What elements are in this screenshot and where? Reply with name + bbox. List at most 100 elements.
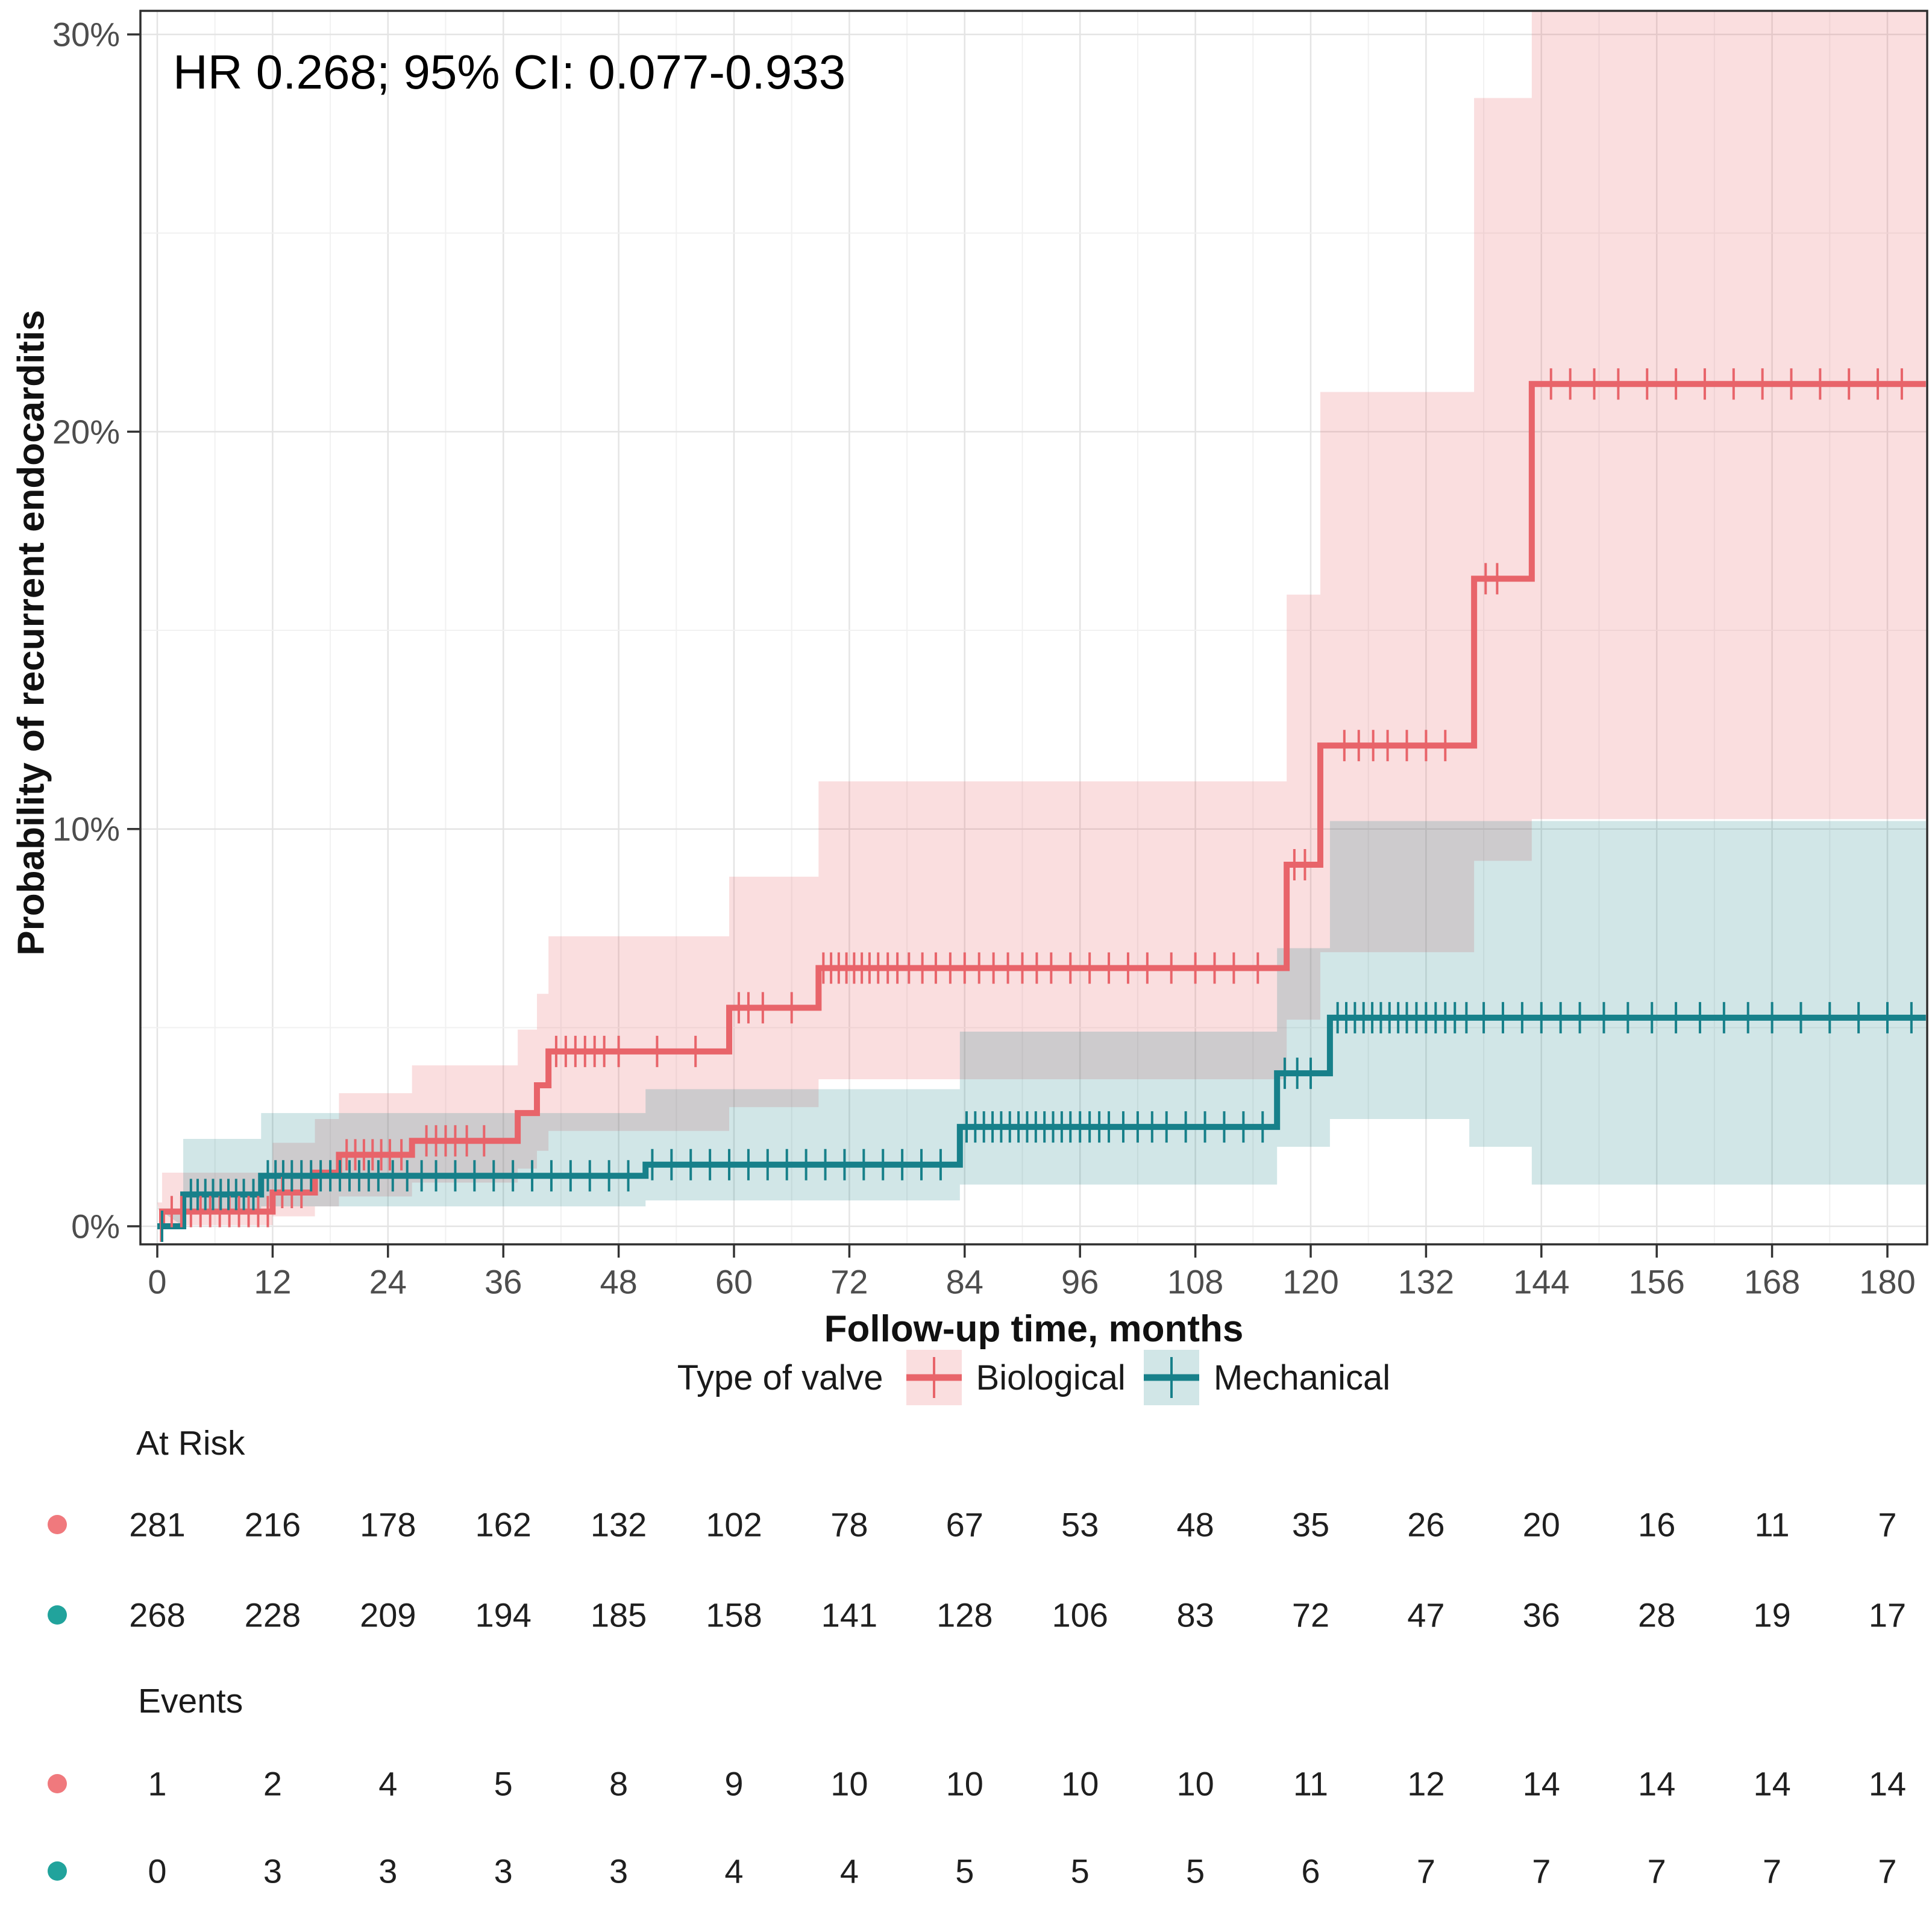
table-cell: 4 xyxy=(378,1765,397,1803)
legend: Type of valve Biological Mechanical xyxy=(140,1349,1927,1406)
table-cell: 8 xyxy=(609,1765,628,1803)
table-cell: 14 xyxy=(1869,1765,1906,1803)
table-cell: 4 xyxy=(724,1852,743,1890)
y-tick-label: 20% xyxy=(52,413,120,451)
x-tick-label: 168 xyxy=(1744,1263,1800,1301)
table-cell: 48 xyxy=(1176,1506,1214,1544)
table-cell: 102 xyxy=(706,1506,762,1544)
y-tick-label: 30% xyxy=(52,16,120,54)
table-cell: 3 xyxy=(378,1852,397,1890)
panel-border xyxy=(139,10,1928,1246)
table-cell: 132 xyxy=(591,1506,647,1544)
series-dot-icon xyxy=(48,1605,67,1625)
mechanical-censor-tick-swatch xyxy=(1170,1356,1173,1399)
table-cell: 28 xyxy=(1638,1596,1675,1634)
censor-ticks-mechanical xyxy=(160,1002,1913,1242)
x-tick-label: 24 xyxy=(369,1263,407,1301)
plot-gridlines xyxy=(140,11,1927,1244)
at-risk-row-biological: 281 216 178 162 132 102 78 67 53 48 35 26 20 16 11 7 xyxy=(48,1506,1897,1544)
table-cell: 10 xyxy=(1176,1765,1214,1803)
table-cell: 178 xyxy=(360,1506,416,1544)
x-axis: 0 12 24 36 48 60 72 84 96 108 120 132 144 156 168 180 xyxy=(148,1244,1916,1301)
table-cell: 185 xyxy=(591,1596,647,1634)
table-cell: 11 xyxy=(1293,1765,1328,1803)
table-cell: 36 xyxy=(1523,1596,1560,1634)
table-cell: 3 xyxy=(263,1852,282,1890)
x-tick-label: 120 xyxy=(1282,1263,1338,1301)
table-cell: 10 xyxy=(830,1765,868,1803)
x-tick-label: 132 xyxy=(1398,1263,1454,1301)
events-row-biological: 1 2 4 5 8 9 10 10 10 10 11 12 14 14 14 14 xyxy=(48,1765,1906,1803)
table-cell: 209 xyxy=(360,1596,416,1634)
table-cell: 1 xyxy=(148,1765,166,1803)
table-cell: 7 xyxy=(1417,1852,1435,1890)
table-cell: 7 xyxy=(1878,1506,1896,1544)
table-cell: 3 xyxy=(494,1852,513,1890)
table-cell: 5 xyxy=(955,1852,974,1890)
at-risk-header: At Risk xyxy=(136,1424,245,1462)
curve-mechanical xyxy=(157,1014,1926,1229)
table-cell: 158 xyxy=(706,1596,762,1634)
y-axis: 0% 10% 20% 30% xyxy=(52,16,140,1246)
table-cell: 10 xyxy=(1061,1765,1099,1803)
table-cell: 194 xyxy=(475,1596,531,1634)
table-cell: 47 xyxy=(1407,1596,1444,1634)
x-tick-label: 0 xyxy=(148,1263,166,1301)
x-tick-label: 60 xyxy=(715,1263,753,1301)
y-tick-label: 0% xyxy=(71,1208,120,1246)
table-cell: 20 xyxy=(1523,1506,1560,1544)
events-row-mechanical: 0 3 3 3 3 4 4 5 5 5 6 7 7 7 7 7 xyxy=(48,1852,1897,1890)
x-tick-label: 36 xyxy=(485,1263,522,1301)
risk-table: 281 216 178 162 132 102 78 67 53 48 35 26 20 16 11 7268… xyxy=(48,1506,1906,1890)
table-cell: 19 xyxy=(1753,1596,1790,1634)
table-cell: 0 xyxy=(148,1852,166,1890)
x-tick-label: 108 xyxy=(1167,1263,1223,1301)
table-cell: 6 xyxy=(1301,1852,1320,1890)
table-cell: 83 xyxy=(1176,1596,1214,1634)
x-tick-label: 84 xyxy=(946,1263,983,1301)
table-cell: 5 xyxy=(1186,1852,1205,1890)
x-tick-label: 48 xyxy=(600,1263,637,1301)
table-cell: 7 xyxy=(1648,1852,1666,1890)
legend-item-biological: Biological xyxy=(906,1350,1126,1405)
legend-label-mechanical: Mechanical xyxy=(1213,1358,1391,1397)
table-cell: 72 xyxy=(1292,1596,1329,1634)
series-dot-icon xyxy=(48,1515,67,1534)
x-axis-title: Follow-up time, months xyxy=(824,1308,1244,1350)
table-cell: 14 xyxy=(1523,1765,1560,1803)
y-axis-title: Probability of recurrent endocarditis xyxy=(10,310,52,956)
legend-key-biological-icon xyxy=(906,1350,962,1405)
table-cell: 11 xyxy=(1755,1506,1790,1544)
table-cell: 14 xyxy=(1638,1765,1675,1803)
x-tick-label: 156 xyxy=(1628,1263,1684,1301)
series-dot-icon xyxy=(48,1774,67,1793)
table-cell: 5 xyxy=(1071,1852,1090,1890)
table-cell: 228 xyxy=(245,1596,301,1634)
table-cell: 7 xyxy=(1878,1852,1896,1890)
table-cell: 5 xyxy=(494,1765,513,1803)
ci-band-biological xyxy=(157,11,1926,1226)
table-cell: 17 xyxy=(1869,1596,1906,1634)
table-cell: 67 xyxy=(946,1506,983,1544)
table-cell: 10 xyxy=(946,1765,983,1803)
table-cell: 16 xyxy=(1638,1506,1675,1544)
table-cell: 3 xyxy=(609,1852,628,1890)
table-cell: 2 xyxy=(263,1765,282,1803)
table-cell: 106 xyxy=(1052,1596,1108,1634)
table-cell: 26 xyxy=(1407,1506,1444,1544)
table-cell: 4 xyxy=(840,1852,859,1890)
table-cell: 7 xyxy=(1532,1852,1551,1890)
table-cell: 53 xyxy=(1061,1506,1099,1544)
biological-censor-tick-swatch xyxy=(932,1356,935,1399)
table-cell: 141 xyxy=(821,1596,877,1634)
legend-label-biological: Biological xyxy=(976,1358,1126,1397)
series-dot-icon xyxy=(48,1861,67,1881)
x-tick-label: 72 xyxy=(830,1263,868,1301)
y-tick-label: 10% xyxy=(52,810,120,848)
curve-biological xyxy=(157,381,1926,1229)
table-cell: 9 xyxy=(724,1765,743,1803)
table-cell: 281 xyxy=(129,1506,185,1544)
legend-title: Type of valve xyxy=(677,1358,883,1397)
x-tick-label: 144 xyxy=(1513,1263,1569,1301)
